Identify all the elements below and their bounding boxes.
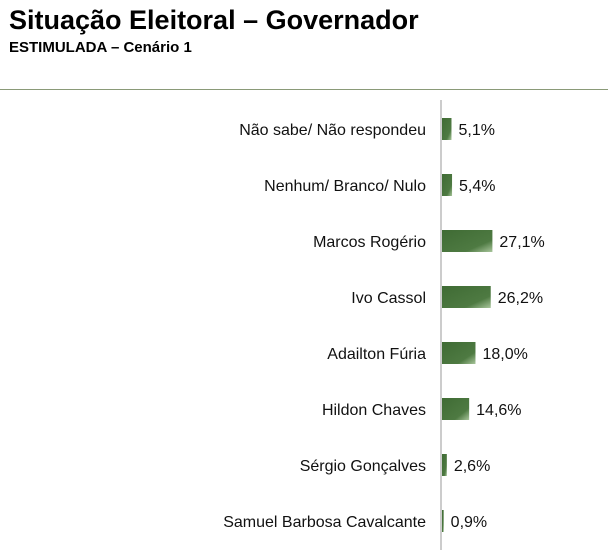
bar xyxy=(442,398,470,420)
value-label: 5,1% xyxy=(458,122,494,139)
category-label: Nenhum/ Branco/ Nulo xyxy=(264,178,426,195)
category-label: Ivo Cassol xyxy=(351,290,426,307)
category-label: Hildon Chaves xyxy=(322,402,426,419)
header-divider xyxy=(0,89,608,90)
bar xyxy=(442,342,476,364)
bar xyxy=(442,174,453,196)
page-subtitle: ESTIMULADA – Cenário 1 xyxy=(9,39,192,56)
category-label: Não sabe/ Não respondeu xyxy=(239,122,426,139)
bar xyxy=(442,510,444,532)
value-label: 5,4% xyxy=(459,178,495,195)
value-label: 27,1% xyxy=(499,234,544,251)
category-label: Adailton Fúria xyxy=(327,346,426,363)
value-label: 0,9% xyxy=(451,514,487,531)
category-label: Samuel Barbosa Cavalcante xyxy=(223,514,426,531)
bar xyxy=(442,118,452,140)
value-label: 18,0% xyxy=(482,346,527,363)
bar xyxy=(442,230,493,252)
bar xyxy=(442,286,491,308)
bar xyxy=(442,454,447,476)
value-label: 2,6% xyxy=(454,458,490,475)
category-label: Sérgio Gonçalves xyxy=(300,458,426,475)
category-label: Marcos Rogério xyxy=(313,234,426,251)
page-title: Situação Eleitoral – Governador xyxy=(9,5,419,35)
value-label: 26,2% xyxy=(498,290,543,307)
value-label: 14,6% xyxy=(476,402,521,419)
bars-group: Não sabe/ Não respondeu 5,1% Nenhum/ Branc… xyxy=(223,118,545,532)
